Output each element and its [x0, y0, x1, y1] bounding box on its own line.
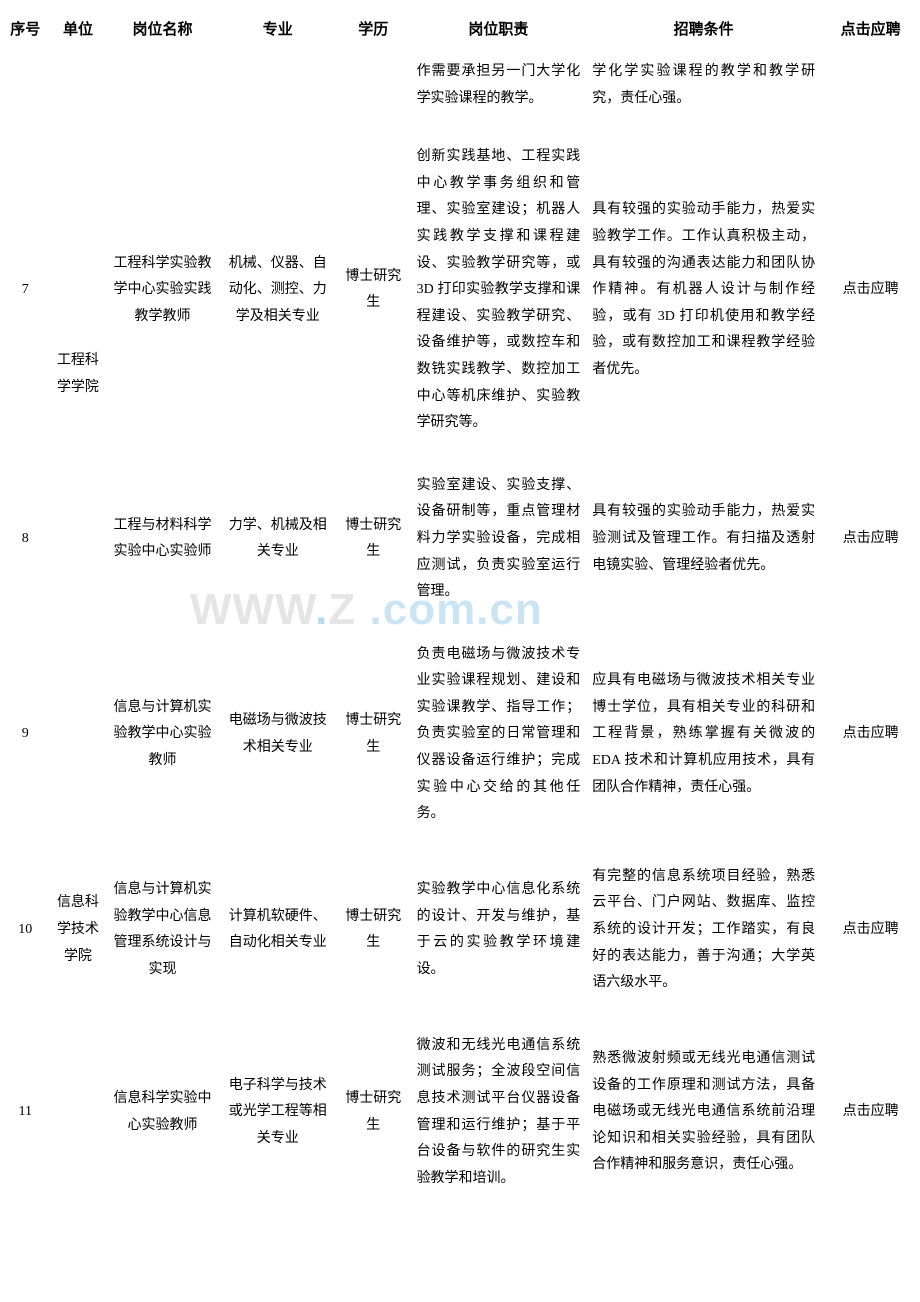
cell-empty — [51, 1015, 106, 1211]
apply-link[interactable]: 点击应聘 — [821, 455, 920, 624]
cell-num: 10 — [0, 846, 51, 1015]
cell-empty — [0, 53, 51, 126]
cell-req: 应具有电磁场与微波技术相关专业博士学位，具有相关专业的科研和工程背景，熟练掌握有… — [586, 624, 821, 846]
cell-empty — [336, 53, 411, 126]
cell-post: 信息与计算机实验教学中心实验教师 — [105, 624, 219, 846]
apply-link[interactable]: 点击应聘 — [821, 624, 920, 846]
cell-empty — [220, 53, 336, 126]
cell-req: 熟悉微波射频或无线光电通信测试设备的工作原理和测试方法，具备电磁场或无线光电通信… — [586, 1015, 821, 1211]
cell-edu: 博士研究生 — [336, 846, 411, 1015]
header-duty: 岗位职责 — [411, 0, 587, 53]
cell-empty — [51, 624, 106, 846]
cell-empty — [51, 53, 106, 126]
cell-empty — [821, 53, 920, 126]
cell-post: 信息与计算机实验教学中心信息管理系统设计与实现 — [105, 846, 219, 1015]
cell-unit-group1: 工程科学学院 — [51, 126, 106, 624]
cell-edu: 博士研究生 — [336, 1015, 411, 1211]
table-row: 10 信息科学技术学院 信息与计算机实验教学中心信息管理系统设计与实现 计算机软… — [0, 846, 920, 1015]
table-row-partial: 作需要承担另一门大学化学实验课程的教学。 学化学实验课程的教学和教学研究，责任心… — [0, 53, 920, 126]
cell-duty: 实验室建设、实验支撑、设备研制等，重点管理材料力学实验设备，完成相应测试，负责实… — [411, 455, 587, 624]
cell-edu: 博士研究生 — [336, 455, 411, 624]
cell-edu: 博士研究生 — [336, 126, 411, 455]
cell-num: 9 — [0, 624, 51, 846]
cell-major: 电磁场与微波技术相关专业 — [220, 624, 336, 846]
header-post: 岗位名称 — [105, 0, 219, 53]
cell-unit-group2: 信息科学技术学院 — [51, 846, 106, 1015]
cell-req-partial: 学化学实验课程的教学和教学研究，责任心强。 — [586, 53, 821, 126]
cell-major: 计算机软硬件、自动化相关专业 — [220, 846, 336, 1015]
table-row: 8 工程与材料科学实验中心实验师 力学、机械及相关专业 博士研究生 实验室建设、… — [0, 455, 920, 624]
cell-post: 工程科学实验教学中心实验实践教学教师 — [105, 126, 219, 455]
cell-post: 信息科学实验中心实验教师 — [105, 1015, 219, 1211]
cell-req: 具有较强的实验动手能力，热爱实验测试及管理工作。有扫描及透射电镜实验、管理经验者… — [586, 455, 821, 624]
cell-duty: 创新实践基地、工程实践中心教学事务组织和管理、实验室建设；机器人实践教学支撑和课… — [411, 126, 587, 455]
cell-major: 机械、仪器、自动化、测控、力学及相关专业 — [220, 126, 336, 455]
cell-edu: 博士研究生 — [336, 624, 411, 846]
table-row: 11 信息科学实验中心实验教师 电子科学与技术或光学工程等相关专业 博士研究生 … — [0, 1015, 920, 1211]
cell-duty: 负责电磁场与微波技术专业实验课程规划、建设和实验课教学、指导工作；负责实验室的日… — [411, 624, 587, 846]
cell-req: 有完整的信息系统项目经验，熟悉云平台、门户网站、数据库、监控系统的设计开发；工作… — [586, 846, 821, 1015]
cell-duty-partial: 作需要承担另一门大学化学实验课程的教学。 — [411, 53, 587, 126]
cell-duty: 微波和无线光电通信系统测试服务；全波段空间信息技术测试平台仪器设备管理和运行维护… — [411, 1015, 587, 1211]
cell-duty: 实验教学中心信息化系统的设计、开发与维护，基于云的实验教学环境建设。 — [411, 846, 587, 1015]
table-header-row: 序号 单位 岗位名称 专业 学历 岗位职责 招聘条件 点击应聘 — [0, 0, 920, 53]
header-unit: 单位 — [51, 0, 106, 53]
cell-empty — [105, 53, 219, 126]
header-apply: 点击应聘 — [821, 0, 920, 53]
recruitment-table: 序号 单位 岗位名称 专业 学历 岗位职责 招聘条件 点击应聘 作需要承担另一门… — [0, 0, 920, 1210]
header-edu: 学历 — [336, 0, 411, 53]
cell-num: 7 — [0, 126, 51, 455]
apply-link[interactable]: 点击应聘 — [821, 126, 920, 455]
cell-post: 工程与材料科学实验中心实验师 — [105, 455, 219, 624]
header-major: 专业 — [220, 0, 336, 53]
table-row: 9 信息与计算机实验教学中心实验教师 电磁场与微波技术相关专业 博士研究生 负责… — [0, 624, 920, 846]
apply-link[interactable]: 点击应聘 — [821, 846, 920, 1015]
cell-num: 8 — [0, 455, 51, 624]
cell-req: 具有较强的实验动手能力，热爱实验教学工作。工作认真积极主动，具有较强的沟通表达能… — [586, 126, 821, 455]
table-row: 7 工程科学学院 工程科学实验教学中心实验实践教学教师 机械、仪器、自动化、测控… — [0, 126, 920, 455]
header-num: 序号 — [0, 0, 51, 53]
header-req: 招聘条件 — [586, 0, 821, 53]
cell-num: 11 — [0, 1015, 51, 1211]
cell-major: 力学、机械及相关专业 — [220, 455, 336, 624]
cell-major: 电子科学与技术或光学工程等相关专业 — [220, 1015, 336, 1211]
apply-link[interactable]: 点击应聘 — [821, 1015, 920, 1211]
